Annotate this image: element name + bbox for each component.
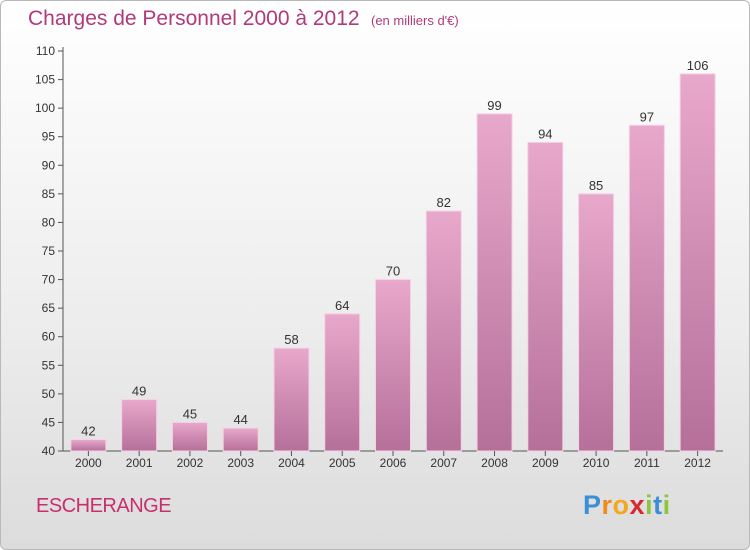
logo-letter: i [645,490,654,520]
bar [273,347,310,452]
bar-value-label: 42 [81,424,95,439]
x-tick-label: 2009 [532,456,559,470]
bar [222,427,259,452]
bar [375,279,411,452]
y-tick-label: 55 [42,358,56,372]
y-tick-label: 100 [35,101,55,115]
logo-letter: x [629,490,646,520]
x-tick-label: 2005 [329,456,356,470]
x-tick-label: 2004 [278,456,305,470]
bar [171,421,208,452]
y-tick-label: 95 [42,130,56,144]
bar [70,439,107,452]
y-tick-label: 80 [42,215,56,229]
bar-value-label: 99 [487,98,501,113]
bar [324,313,361,452]
y-tick-label: 85 [42,187,56,201]
x-tick-label: 2011 [634,456,660,470]
bar [628,124,665,452]
y-tick-label: 110 [36,44,55,58]
proxiti-logo[interactable]: Proxiti [583,490,671,521]
x-tick-label: 2010 [583,456,610,470]
bar-value-label: 44 [233,412,247,427]
bar-value-label: 97 [640,109,654,124]
bar [425,210,462,452]
bar [578,193,615,452]
chart-subtitle: (en milliers d'€) [371,13,459,28]
bar-value-label: 85 [589,178,603,193]
bar-value-label: 45 [183,406,197,421]
y-tick-label: 90 [42,158,56,172]
x-tick-label: 2002 [177,456,204,470]
x-tick-label: 2006 [380,456,407,470]
y-tick-label: 70 [42,273,56,287]
x-tick-label: 2001 [126,456,153,470]
logo-letter: o [612,490,630,520]
bar [679,73,716,452]
x-tick-label: 2003 [227,456,254,470]
y-tick-label: 75 [42,244,56,258]
bar [476,113,513,452]
logo-letter: P [583,490,602,520]
bar-value-label: 49 [132,384,146,399]
bar-value-label: 82 [437,195,451,210]
bar-value-label: 106 [687,58,709,73]
y-tick-label: 105 [35,73,55,87]
logo-letter: t [653,490,663,520]
logo-letter: i [662,490,671,520]
commune-name: ESCHERANGE [36,495,172,517]
bar [527,141,564,452]
bar-value-label: 94 [538,126,552,141]
x-tick-label: 2008 [481,456,508,470]
y-tick-label: 60 [42,330,56,344]
logo-letter: r [601,490,613,520]
bar-value-label: 58 [284,332,298,347]
bar [121,399,158,452]
x-tick-label: 2007 [430,456,457,470]
y-tick-label: 40 [42,444,56,458]
y-tick-label: 65 [42,301,56,315]
x-tick-label: 2000 [75,456,102,470]
y-tick-label: 45 [42,415,56,429]
bar-value-label: 70 [386,264,400,279]
y-tick-label: 50 [42,387,56,401]
chart-title: Charges de Personnel 2000 à 2012 [28,7,360,30]
bar-value-label: 64 [335,298,349,313]
x-tick-label: 2012 [684,456,711,470]
